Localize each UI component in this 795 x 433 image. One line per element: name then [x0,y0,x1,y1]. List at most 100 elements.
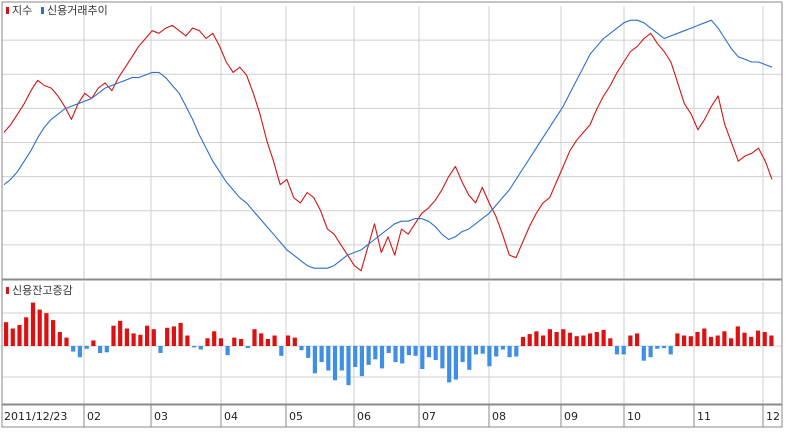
credit-change-bar [145,325,150,346]
credit-change-bar [165,327,170,346]
x-axis-month-label: 06 [357,410,371,423]
x-axis-month-label: 04 [224,410,238,423]
x-axis-month-label: 05 [289,410,303,423]
credit-change-bar [232,337,237,346]
credit-change-bar [702,328,707,346]
credit-change-bar [171,326,176,346]
credit-change-bar [312,346,317,374]
credit-change-bar [487,346,492,367]
x-axis-month-label: 02 [87,410,101,423]
credit-trend-line [3,19,773,269]
credit-change-bar [581,335,586,346]
credit-change-bar [608,338,613,346]
credit-change-bar [393,346,398,363]
credit-change-bar [4,322,9,346]
credit-change-bar [185,335,190,346]
bottom-panel-border [1,279,783,405]
frame-layer [1,1,783,428]
credit-change-bar [77,346,82,358]
credit-change-bar [158,346,163,353]
credit-change-bar [51,320,56,346]
x-axis-month-label: 11 [697,410,711,423]
credit-change-bar [567,332,573,346]
credit-change-bar [279,346,284,356]
credit-change-bar [10,328,15,346]
index-legend-marker [6,7,9,14]
credit-change-bar [460,346,465,363]
credit-change-bar [467,346,472,370]
credit-change-bar [433,346,438,360]
credit-change-bar [218,338,223,346]
credit-change-bar [473,346,479,355]
credit-change-bar [527,334,532,346]
credit-legend-label: 신용거래추이 [47,4,108,17]
credit-change-bar [124,328,129,346]
credit-change-bar [413,346,418,356]
credit-change-bar [440,346,445,369]
credit-change-bar [420,346,425,370]
credit-change-bar [715,335,720,346]
credit-change-bar [118,320,123,346]
bottom-legend: 신용잔고증감 [6,284,73,297]
credit-change-bar [742,332,747,346]
credit-change-bar [635,333,640,346]
credit-change-bar [30,302,36,346]
credit-change-bar [151,329,156,346]
credit-change-bar [292,337,297,346]
credit-change-bar [131,333,136,346]
x-axis-start-label: 2011/12/23 [4,410,67,423]
credit-change-bar [682,335,687,346]
credit-change-bar [17,325,22,346]
credit-change-bar [104,346,109,353]
index-line [3,24,773,272]
credit-change-bar [265,339,270,346]
credit-change-bar [628,335,633,346]
credit-change-bar [541,335,546,346]
credit-change-bar [601,329,606,346]
credit-change-bar [480,346,485,354]
credit-change-bar [655,346,660,349]
credit-change-bar [648,346,653,358]
credit-change-bar [205,338,210,346]
credit-change-bar [252,329,257,346]
credit-change-bar [366,346,371,365]
credit-change-bar [212,331,217,346]
credit-change-bar [661,346,667,349]
credit-change-bar [507,346,512,358]
x-axis-month-label: 10 [627,410,641,423]
credit-change-bar [319,346,324,363]
credit-change-bar [561,329,566,346]
credit-change-bar [514,346,519,357]
credit-change-bar [359,346,364,377]
credit-change-bar [494,346,499,357]
credit-change-bar [57,332,62,346]
top-legend: 지수 신용거래추이 [6,4,108,17]
credit-change-bar [198,346,203,350]
credit-change-bar [769,335,774,346]
x-axis-month-label: 08 [492,410,506,423]
credit-change-bar [44,313,49,346]
credit-change-bar [353,346,358,367]
credit-change-bar [138,334,143,346]
credit-change-bar [98,346,103,353]
index-legend-label: 지수 [12,4,32,17]
credit-change-bar [520,336,526,346]
credit-change-bar [534,331,539,346]
credit-change-bar [453,346,458,380]
credit-change-bar [708,336,714,346]
x-axis-month-label: 12 [766,410,780,423]
credit-change-bar [554,332,559,346]
credit-change-bar [346,346,351,386]
credit-change-bar [24,317,29,346]
x-axis-month-label: 03 [154,410,168,423]
credit-change-bar [386,346,391,353]
credit-change-bar [192,346,197,348]
credit-change-bar [111,325,116,346]
credit-change-bar [332,346,338,381]
credit-change-bar [641,346,646,361]
x-axis-month-label: 07 [422,410,436,423]
credit-change-bar [37,309,42,346]
credit-change-bar [614,346,620,355]
